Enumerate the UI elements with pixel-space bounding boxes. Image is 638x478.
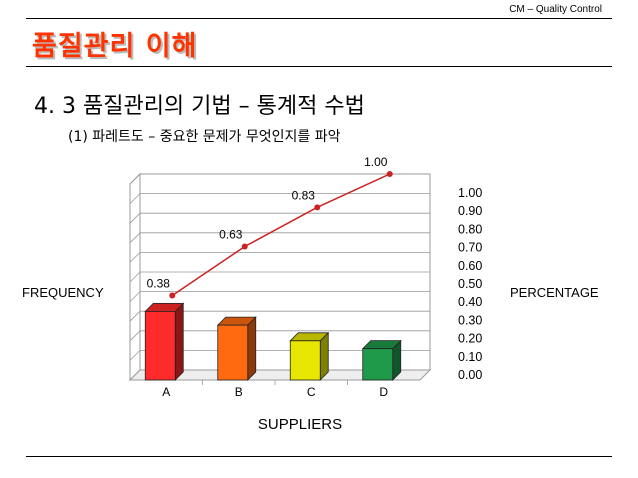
gridline-side [129,330,141,342]
top-divider [26,18,612,19]
gridline-side [129,291,141,302]
right-axis-tick: 0.20 [458,332,482,346]
cumulative-point [386,171,393,177]
cumulative-line [171,173,391,297]
gridline-side [129,252,141,263]
gridline-side [129,271,141,283]
slide-heading: 4. 3 품질관리의 기법 – 통계적 수법 [34,94,365,119]
x-tick-label: D [379,385,388,399]
bar-side [174,302,184,381]
right-axis-tick: 1.00 [458,186,482,200]
right-axis-tick: 0.10 [458,350,482,364]
x-tick-label: B [235,385,243,399]
x-tick-label: A [162,385,170,399]
section-title: 품질관리 이해 [32,31,198,62]
bar-d [362,348,394,381]
right-axis-tick: 0.40 [458,295,482,309]
slide-subheading: (1) 파레트도 – 중요한 문제가 무엇인지를 파악 [68,129,341,145]
gridline-side [129,212,141,224]
bar-side [247,316,257,381]
gridline-side [129,232,141,244]
right-axis-tick: 0.70 [458,241,482,255]
right-axis-tick: 0.50 [458,277,482,291]
gridline-side [129,350,141,361]
bar-b [217,324,249,381]
title-divider [26,66,612,67]
course-label: CM – Quality Control [509,4,602,15]
gridline-side [129,310,141,322]
right-axis-tick: 0.30 [458,313,482,327]
right-axis-tick: 0.00 [458,368,482,382]
bar-c [289,340,321,381]
cumulative-point [314,204,321,211]
cumulative-label: 1.00 [364,155,388,169]
chart-floor [128,369,432,381]
cumulative-label: 0.38 [147,277,171,291]
gridline-side [129,173,141,185]
bar-a [144,310,176,381]
cumulative-label: 0.83 [292,188,316,202]
y-axis-right-title: PERCENTAGE [510,285,599,300]
cumulative-point [241,243,248,250]
right-axis-tick: 0.60 [458,259,482,273]
x-axis-title: SUPPLIERS [258,416,342,433]
y-axis-left-title: FREQUENCY [22,285,104,300]
gridline-side [129,193,141,204]
right-axis-tick: 0.90 [458,204,482,218]
right-axis-tick: 0.80 [458,222,482,236]
x-tick-label: C [307,385,316,399]
bottom-divider [26,456,612,457]
cumulative-label: 0.63 [219,228,243,242]
cumulative-point [169,292,176,299]
